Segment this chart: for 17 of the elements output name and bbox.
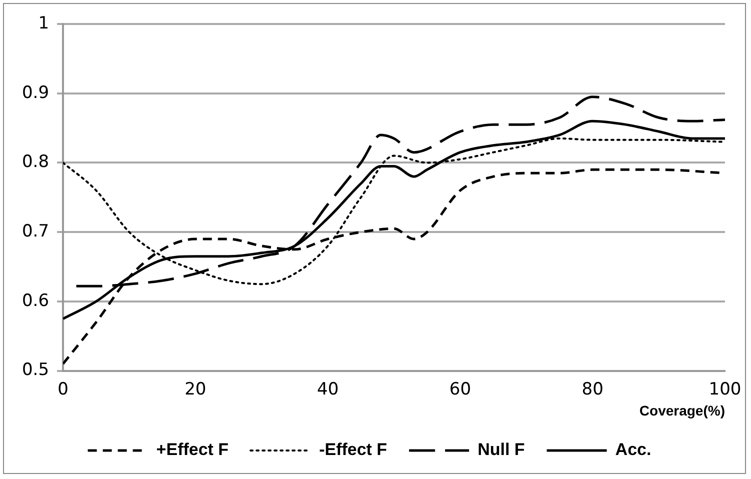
legend-label: +Effect F <box>156 440 229 460</box>
legend-label: Null F <box>478 440 525 460</box>
x-tick-label: 80 <box>582 379 604 400</box>
x-tick-label: 20 <box>184 379 206 400</box>
x-tick-label: 40 <box>317 379 339 400</box>
y-tick-label: 0.5 <box>22 360 50 380</box>
legend-label: Acc. <box>615 440 652 460</box>
y-tick-label: 0.9 <box>22 82 50 103</box>
y-tick-label: 0.8 <box>22 152 50 172</box>
x-tick-label: 100 <box>708 379 742 400</box>
x-tick-label: 60 <box>449 379 472 400</box>
y-tick-label: 0.6 <box>22 290 50 311</box>
x-axis-title: Coverage(%) <box>639 402 725 418</box>
legend-label: -Effect F <box>319 440 388 460</box>
x-tick-label: 0 <box>58 379 68 400</box>
y-tick-label: 1 <box>38 13 50 34</box>
y-tick-label: 0.7 <box>22 222 50 242</box>
